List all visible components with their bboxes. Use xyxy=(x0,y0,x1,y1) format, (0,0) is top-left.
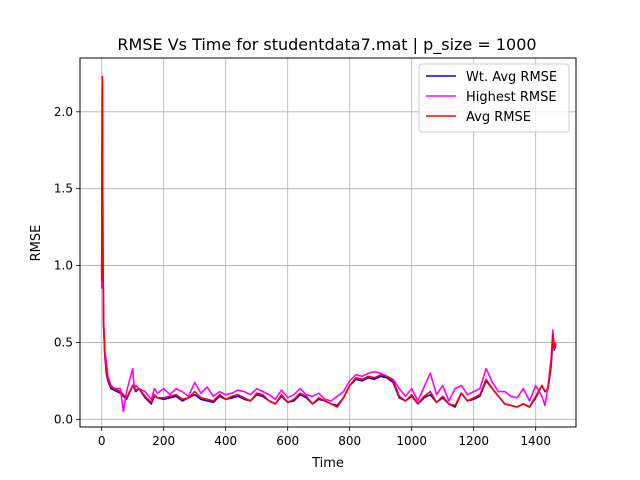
series-lines xyxy=(100,75,557,413)
x-tick-label: 400 xyxy=(214,434,237,448)
y-tick-label: 1.5 xyxy=(54,182,73,196)
y-tick-label: 0.5 xyxy=(54,335,73,349)
x-axis-label: Time xyxy=(311,456,344,471)
y-tick-label: 2.0 xyxy=(54,105,73,119)
legend-box xyxy=(418,63,570,133)
chart-title: RMSE Vs Time for studentdata7.mat | p_si… xyxy=(117,35,536,55)
plot-frame xyxy=(79,57,577,428)
x-tick-label: 0 xyxy=(98,434,106,448)
series-line-3 xyxy=(100,75,557,408)
y-axis-label: RMSE xyxy=(29,225,44,262)
x-tick-label: 800 xyxy=(338,434,361,448)
legend-label-2: Highest RMSE xyxy=(466,90,557,105)
x-tick-label: 1000 xyxy=(396,434,427,448)
y-tick-label: 0.0 xyxy=(54,412,73,426)
x-tick-label: 1200 xyxy=(458,434,489,448)
grid-lines xyxy=(80,58,576,427)
legend: Wt. Avg RMSE Highest RMSE Avg RMSE xyxy=(418,63,570,133)
x-tick-label: 600 xyxy=(276,434,299,448)
x-tick-label: 1400 xyxy=(520,434,551,448)
legend-label-1: Wt. Avg RMSE xyxy=(466,70,557,85)
series-line-2 xyxy=(100,80,557,413)
axis-ticks: 0 200 400 600 800 1000 1200 1400 0.0 0.5 1.0 1.5 2.0 xyxy=(54,105,551,448)
legend-label-3: Avg RMSE xyxy=(466,110,531,125)
x-tick-label: 200 xyxy=(152,434,175,448)
y-tick-label: 1.0 xyxy=(54,259,73,273)
